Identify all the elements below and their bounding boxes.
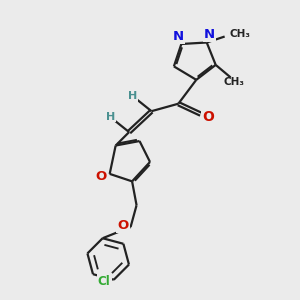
Text: CH₃: CH₃ bbox=[223, 77, 244, 87]
Text: O: O bbox=[96, 170, 107, 183]
Text: O: O bbox=[202, 110, 214, 124]
Text: N: N bbox=[173, 30, 184, 43]
Text: Cl: Cl bbox=[98, 275, 111, 288]
Text: O: O bbox=[118, 219, 129, 232]
Text: H: H bbox=[106, 112, 115, 122]
Text: H: H bbox=[128, 91, 138, 101]
Text: N: N bbox=[204, 28, 215, 41]
Text: CH₃: CH₃ bbox=[229, 29, 250, 39]
